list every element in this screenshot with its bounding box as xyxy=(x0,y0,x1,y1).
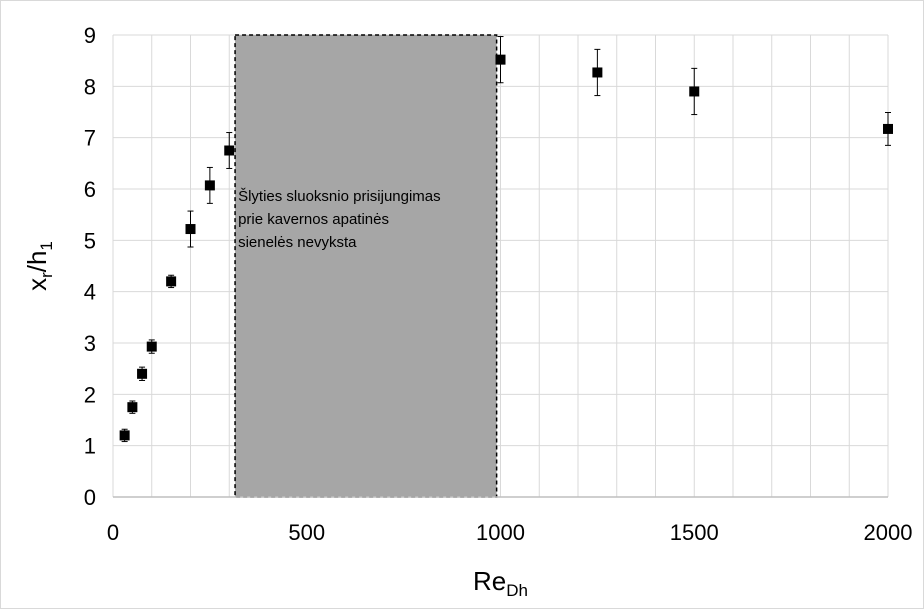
y-tick-label: 6 xyxy=(84,177,96,202)
x-tick-label: 500 xyxy=(288,520,325,545)
y-tick-label: 2 xyxy=(84,382,96,407)
point-marker xyxy=(592,67,603,78)
y-axis-title-sub1: r xyxy=(37,272,56,278)
y-tick-label: 3 xyxy=(84,331,96,356)
data-point xyxy=(119,428,130,443)
data-point xyxy=(592,48,603,97)
data-point xyxy=(127,400,138,414)
y-axis-title-part2: /h xyxy=(22,251,52,273)
y-tick-label: 0 xyxy=(84,485,96,510)
point-marker xyxy=(185,224,196,235)
grid xyxy=(112,34,889,498)
data-point xyxy=(883,112,893,146)
y-tick-label: 8 xyxy=(84,74,96,99)
point-marker xyxy=(166,276,177,287)
y-tick-labels: 0 1 2 3 4 5 6 7 8 9 xyxy=(84,23,96,510)
y-tick-label: 9 xyxy=(84,23,96,48)
y-axis-title: xr/h1 xyxy=(22,241,56,291)
y-axis-title-sub2: 1 xyxy=(37,241,56,250)
data-points xyxy=(119,36,893,443)
y-axis-title-part1: x xyxy=(22,278,52,291)
data-point xyxy=(689,67,700,116)
point-marker xyxy=(883,123,893,134)
y-tick-label: 5 xyxy=(84,228,96,253)
data-point xyxy=(166,274,177,289)
x-tick-label: 1500 xyxy=(670,520,719,545)
y-tick-label: 4 xyxy=(84,280,96,305)
x-tick-label: 0 xyxy=(107,520,119,545)
point-marker xyxy=(204,180,215,191)
data-point xyxy=(146,339,157,354)
region-label-line-2: prie kavernos apatinės xyxy=(238,211,389,228)
x-axis-title: ReDh xyxy=(473,566,528,600)
point-marker xyxy=(127,402,138,413)
y-tick-label: 7 xyxy=(84,126,96,151)
region-label-line-3: sienelės nevyksta xyxy=(238,234,357,251)
point-marker xyxy=(224,145,235,156)
x-tick-labels: 0 500 1000 1500 2000 xyxy=(107,520,913,545)
x-axis-title-sub: Dh xyxy=(506,581,528,600)
point-marker xyxy=(146,341,157,352)
shaded-region: Šlyties sluoksnio prisijungimas prie kav… xyxy=(234,34,498,498)
point-marker xyxy=(119,430,130,441)
x-tick-label: 1000 xyxy=(476,520,525,545)
point-marker xyxy=(689,86,700,97)
data-point xyxy=(224,132,235,169)
x-axis-title-main: Re xyxy=(473,566,506,596)
data-point xyxy=(495,36,506,84)
region-label-line-1: Šlyties sluoksnio prisijungimas xyxy=(238,188,441,205)
point-marker xyxy=(495,54,506,65)
data-point xyxy=(185,210,196,248)
data-point xyxy=(204,166,215,204)
shaded-region-rect xyxy=(234,34,498,498)
y-tick-label: 1 xyxy=(84,434,96,459)
point-marker xyxy=(137,368,148,379)
x-tick-label: 2000 xyxy=(864,520,913,545)
data-point xyxy=(137,366,148,381)
